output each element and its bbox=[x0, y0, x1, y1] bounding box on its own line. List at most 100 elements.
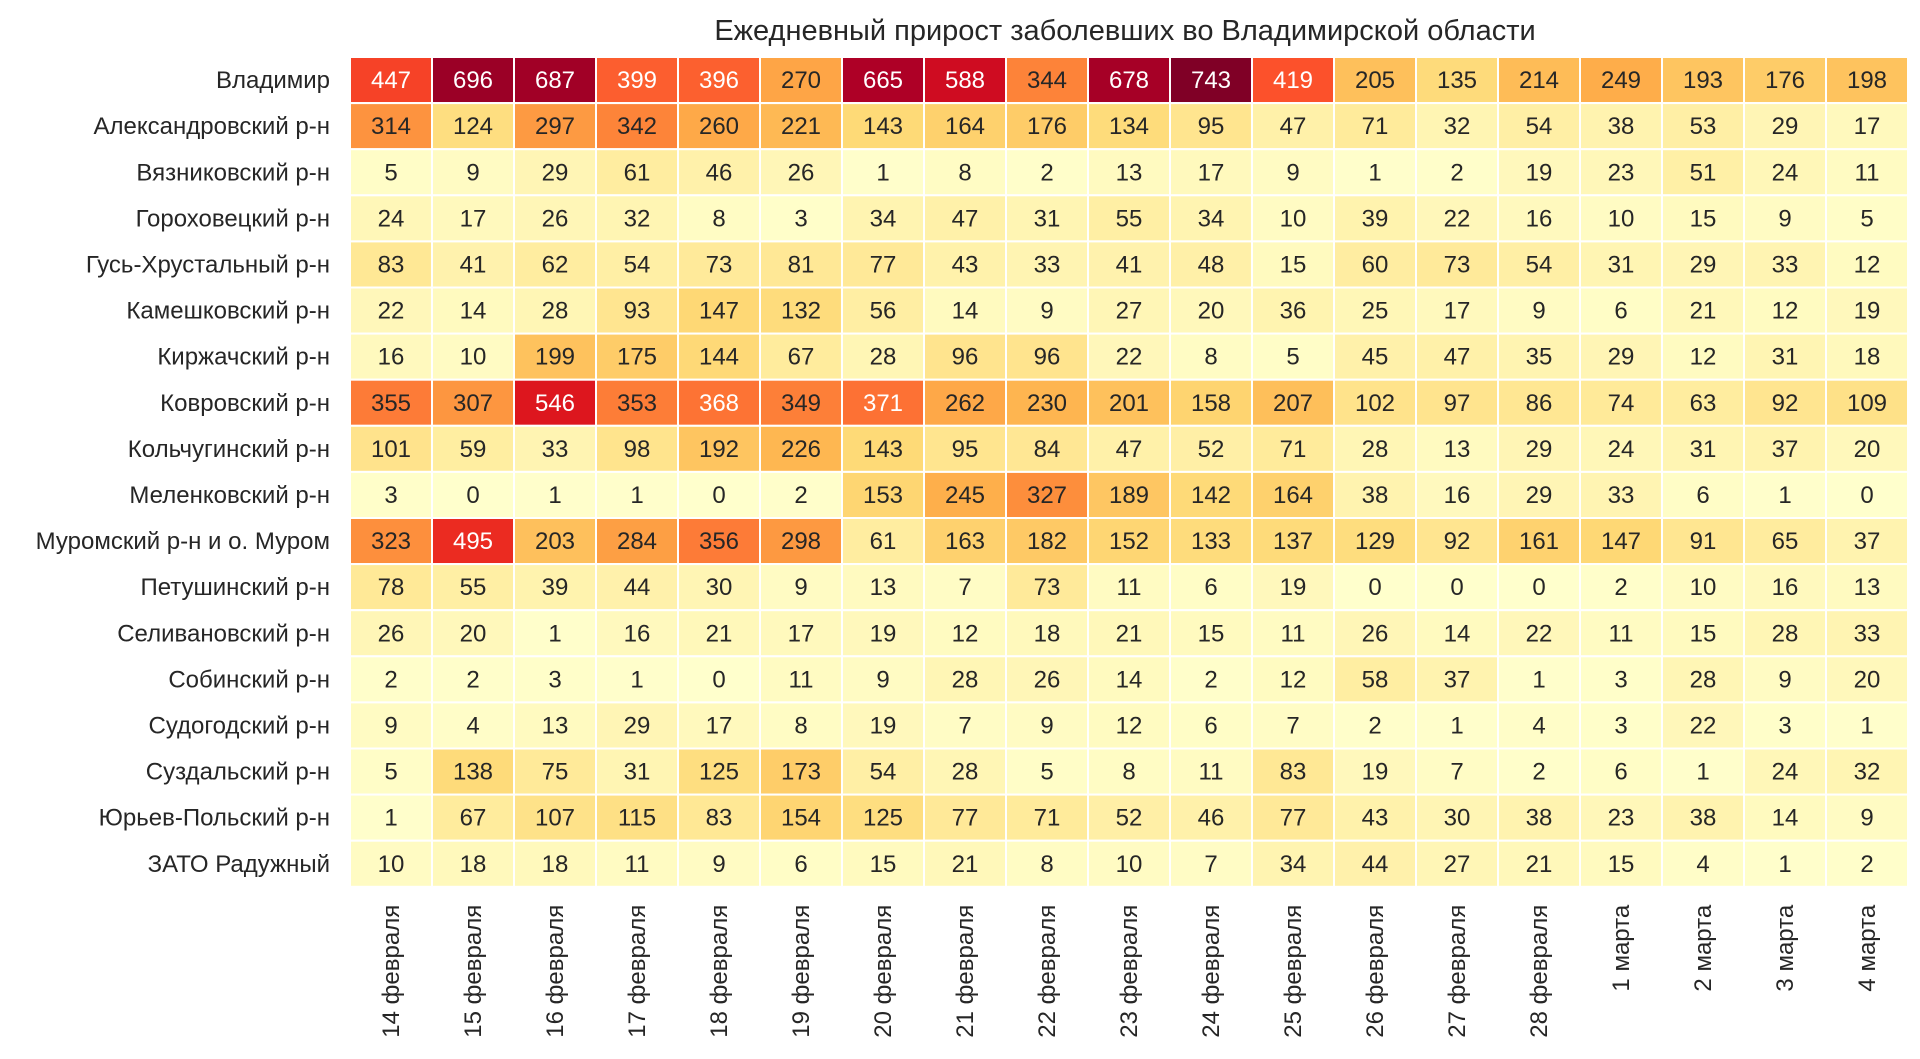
column-tick-label: 16 февраля bbox=[542, 905, 569, 1038]
cell-value-label: 37 bbox=[1772, 436, 1799, 463]
heatmap-cell bbox=[1087, 194, 1171, 243]
column-tick-label: 14 февраля bbox=[378, 905, 405, 1038]
heatmap-cell bbox=[923, 563, 1007, 612]
heatmap-cell bbox=[1087, 793, 1171, 842]
cell-value-label: 0 bbox=[1450, 574, 1463, 601]
cell-value-label: 19 bbox=[1280, 574, 1307, 601]
heatmap-cell bbox=[1825, 56, 1909, 105]
heatmap-cell bbox=[1415, 747, 1499, 796]
heatmap-cell bbox=[349, 609, 433, 658]
cell-value-label: 38 bbox=[1608, 113, 1635, 140]
cell-value-label: 147 bbox=[699, 298, 739, 325]
heatmap-cell bbox=[1743, 839, 1827, 888]
cell-value-label: 9 bbox=[1286, 159, 1299, 186]
cell-value-label: 101 bbox=[371, 436, 411, 463]
column-tick-label: 22 февраля bbox=[1034, 905, 1061, 1038]
heatmap-cell bbox=[349, 332, 433, 381]
cell-value-label: 665 bbox=[863, 67, 903, 94]
heatmap-cell bbox=[841, 470, 925, 519]
cell-value-label: 327 bbox=[1027, 482, 1067, 509]
cell-value-label: 9 bbox=[1532, 298, 1545, 325]
cell-value-label: 143 bbox=[863, 436, 903, 463]
heatmap-cell bbox=[759, 378, 843, 427]
heatmap-cell bbox=[1661, 56, 1745, 105]
cell-value-label: 10 bbox=[378, 851, 405, 878]
cell-value-label: 11 bbox=[1117, 574, 1142, 601]
cell-value-label: 32 bbox=[1444, 113, 1471, 140]
cell-value-label: 19 bbox=[1526, 159, 1553, 186]
cell-value-label: 31 bbox=[624, 759, 651, 786]
cell-value-label: 67 bbox=[460, 805, 487, 832]
cell-value-label: 203 bbox=[535, 528, 575, 555]
cell-value-label: 198 bbox=[1847, 67, 1887, 94]
cell-value-label: 95 bbox=[1198, 113, 1225, 140]
cell-value-label: 6 bbox=[794, 851, 807, 878]
cell-value-label: 0 bbox=[1860, 482, 1873, 509]
heatmap-cell bbox=[513, 747, 597, 796]
cell-value-label: 356 bbox=[699, 528, 739, 555]
cell-value-label: 143 bbox=[863, 113, 903, 140]
cell-value-label: 1 bbox=[1532, 666, 1545, 693]
cell-value-label: 102 bbox=[1355, 390, 1395, 417]
heatmap-cell bbox=[677, 563, 761, 612]
cell-value-label: 8 bbox=[794, 712, 807, 739]
cell-value-label: 56 bbox=[870, 298, 897, 325]
cell-value-label: 29 bbox=[1526, 482, 1553, 509]
cell-value-label: 31 bbox=[1608, 251, 1635, 278]
cell-value-label: 11 bbox=[625, 851, 650, 878]
heatmap-cell bbox=[595, 793, 679, 842]
heatmap-cell bbox=[1579, 517, 1663, 566]
cell-value-label: 71 bbox=[1280, 436, 1307, 463]
cell-value-label: 54 bbox=[1526, 113, 1553, 140]
cell-value-label: 24 bbox=[1772, 159, 1799, 186]
cell-value-label: 176 bbox=[1765, 67, 1805, 94]
cell-value-label: 9 bbox=[1778, 666, 1791, 693]
heatmap-cell bbox=[1005, 378, 1089, 427]
cell-value-label: 8 bbox=[1040, 851, 1053, 878]
cell-value-label: 125 bbox=[863, 805, 903, 832]
cell-value-label: 129 bbox=[1355, 528, 1395, 555]
cell-value-label: 743 bbox=[1191, 67, 1231, 94]
cell-value-label: 11 bbox=[789, 666, 814, 693]
cell-value-label: 19 bbox=[870, 712, 897, 739]
row-tick-label: Камешковский р-н bbox=[126, 298, 330, 325]
cell-value-label: 192 bbox=[699, 436, 739, 463]
cell-value-label: 1 bbox=[1368, 159, 1381, 186]
cell-value-label: 2 bbox=[384, 666, 397, 693]
row-tick-label: Судогодский р-н bbox=[148, 712, 330, 739]
column-tick-label: 1 марта bbox=[1608, 904, 1635, 991]
cell-value-label: 14 bbox=[1444, 620, 1471, 647]
cell-value-label: 3 bbox=[1614, 666, 1627, 693]
cell-value-label: 132 bbox=[781, 298, 821, 325]
cell-value-label: 8 bbox=[958, 159, 971, 186]
heatmap-cell bbox=[1251, 517, 1335, 566]
cell-value-label: 546 bbox=[535, 390, 575, 417]
heatmap-cell bbox=[1661, 148, 1745, 197]
heatmap-cell bbox=[1497, 240, 1581, 289]
cell-value-label: 43 bbox=[1362, 805, 1389, 832]
cell-value-label: 17 bbox=[460, 205, 487, 232]
cell-value-label: 36 bbox=[1280, 298, 1307, 325]
cell-value-label: 175 bbox=[617, 344, 657, 371]
heatmap-cell bbox=[841, 194, 925, 243]
cell-value-label: 5 bbox=[1860, 205, 1873, 232]
cell-value-label: 4 bbox=[1696, 851, 1709, 878]
cell-value-label: 15 bbox=[1608, 851, 1635, 878]
cell-value-label: 7 bbox=[1450, 759, 1463, 786]
cell-value-label: 137 bbox=[1273, 528, 1313, 555]
cell-value-label: 9 bbox=[794, 574, 807, 601]
heatmap-cell bbox=[759, 517, 843, 566]
heatmap-cell bbox=[1497, 378, 1581, 427]
cell-value-label: 3 bbox=[1614, 712, 1627, 739]
heatmap-cell bbox=[1415, 378, 1499, 427]
heatmap-cell bbox=[1661, 286, 1745, 335]
cell-value-label: 33 bbox=[542, 436, 569, 463]
heatmap-cell bbox=[1005, 332, 1089, 381]
heatmap-cell bbox=[1251, 102, 1335, 151]
cell-value-label: 45 bbox=[1362, 344, 1389, 371]
heatmap-cell bbox=[1333, 655, 1417, 704]
cell-value-label: 35 bbox=[1526, 344, 1553, 371]
cell-value-label: 28 bbox=[870, 344, 897, 371]
heatmap-cell bbox=[1087, 102, 1171, 151]
cell-value-label: 1 bbox=[1450, 712, 1463, 739]
